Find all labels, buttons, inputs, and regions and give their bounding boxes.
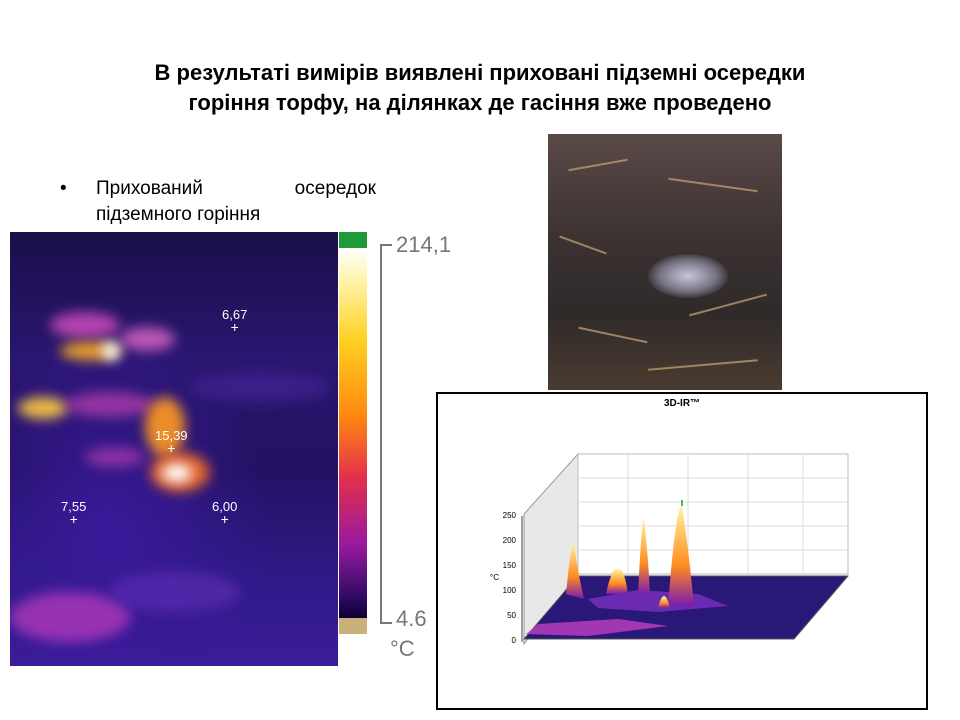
thermal-image: 6,67 + 15,39 + 7,55 + 6,00 + (10, 232, 338, 666)
y-tick-label: 200 (503, 536, 517, 545)
scale-top-swatch (339, 232, 367, 248)
chart-3d-ir: 3D-IR™ 250 (436, 392, 928, 710)
peak (668, 505, 694, 606)
crosshair-icon: + (69, 511, 78, 527)
hot-spot (120, 327, 175, 351)
y-tick-label: 50 (507, 611, 516, 620)
chart-title: 3D-IR™ (663, 398, 701, 409)
scale-bracket (380, 244, 392, 624)
slide-title: В результаті вимірів виявлені приховані … (40, 58, 920, 118)
hot-spot (50, 312, 120, 338)
color-scale-bar (339, 232, 367, 634)
hot-spot (18, 397, 68, 419)
temp-reading-2: 15,39 + (155, 428, 188, 456)
surface-warm (526, 619, 668, 636)
crosshair-icon: + (230, 319, 239, 335)
crosshair-icon: + (220, 511, 229, 527)
y-tick-label: 0 (512, 636, 517, 645)
grass-stroke (578, 326, 648, 344)
y-tick-label: 150 (503, 561, 517, 570)
hot-spot (85, 447, 145, 467)
field-photo (548, 134, 782, 390)
surface-warm (588, 590, 728, 612)
scale-min-label: 4.6 (396, 606, 427, 631)
warm-area (190, 372, 330, 402)
peak (638, 518, 650, 594)
grass-stroke (689, 293, 767, 317)
temp-reading-3: 7,55 + (61, 499, 87, 527)
scale-unit-label: °C (390, 636, 415, 661)
peak (606, 568, 628, 594)
grass-stroke (559, 235, 607, 255)
scale-bottom-swatch (339, 618, 367, 634)
y-tick-label: 250 (503, 511, 517, 520)
y-tick-label: 100 (503, 586, 517, 595)
hot-spot (65, 392, 155, 417)
chart-3d-svg: 250 200 150 100 50 0 °C (490, 452, 850, 646)
scale-gradient (339, 248, 367, 618)
hot-spot (102, 342, 120, 360)
bullet-dot-icon: • (60, 178, 67, 199)
title-line-2: горіння торфу, на ділянках де гасіння вж… (188, 90, 772, 115)
bullet-text: Прихований осередок підземного горіння (96, 178, 376, 225)
peak (566, 542, 584, 599)
title-line-1: В результаті вимірів виявлені приховані … (154, 60, 806, 85)
y-axis-unit: °C (490, 573, 499, 582)
smoke-area (648, 254, 728, 298)
warm-area (10, 592, 130, 642)
grass-stroke (648, 359, 758, 371)
warm-area (110, 572, 240, 612)
temp-reading-1: 6,67 + (222, 307, 248, 335)
back-wall (577, 453, 849, 575)
grass-stroke (668, 177, 758, 193)
surface-outline (522, 575, 850, 640)
hot-spot (162, 464, 192, 482)
temp-reading-4: 6,00 + (212, 499, 238, 527)
scale-max-label: 214,1 (396, 232, 452, 257)
peak (658, 596, 670, 608)
hot-spot (145, 397, 185, 457)
grass-stroke (568, 158, 628, 172)
crosshair-icon: + (167, 440, 176, 456)
